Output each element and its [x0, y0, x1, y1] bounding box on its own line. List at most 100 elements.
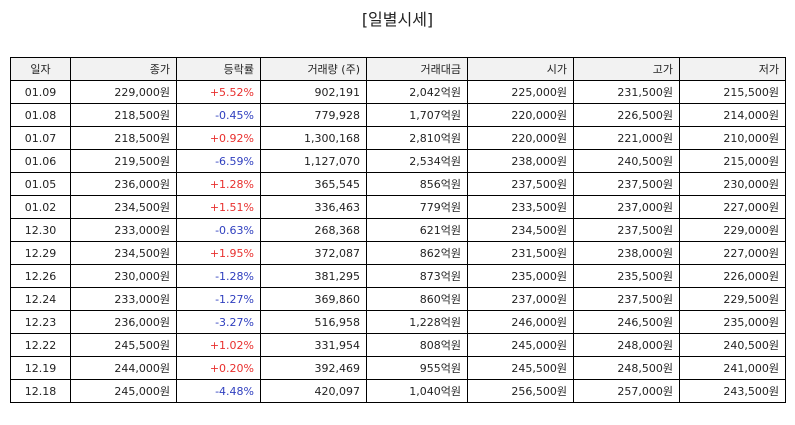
value-cell: 240,500원 [573, 149, 680, 173]
value-cell: 2,534억원 [366, 149, 468, 173]
value-cell: 214,000원 [679, 103, 786, 127]
value-cell: -1.28% [176, 264, 261, 288]
page-title: [일별시세] [361, 10, 434, 29]
data-row: 12.22 245,500원 +1.02% 331,954 808억원 245,000원 2… [10, 333, 786, 357]
value-cell: 372,087 [260, 241, 367, 265]
value-cell: 268,368 [260, 218, 367, 242]
date-cell: 01.02 [10, 195, 71, 219]
value-cell: 225,000원 [467, 80, 574, 104]
value-cell: 779,928 [260, 103, 367, 127]
value-cell: 246,500원 [573, 310, 680, 334]
value-cell: -1.27% [176, 287, 261, 311]
date-cell: 12.24 [10, 287, 71, 311]
data-row: 12.19 244,000원 +0.20% 392,469 955억원 245,500원 2… [10, 356, 786, 380]
value-cell: -3.27% [176, 310, 261, 334]
value-cell: +1.51% [176, 195, 261, 219]
value-cell: 856억원 [366, 172, 468, 196]
value-cell: 218,500원 [70, 103, 177, 127]
date-cell: 01.05 [10, 172, 71, 196]
column-header: 거래량 (주) [260, 57, 367, 81]
data-row: 01.05 236,000원 +1.28% 365,545 856억원 237,500원 2… [10, 172, 786, 196]
date-cell: 12.22 [10, 333, 71, 357]
value-cell: 215,000원 [679, 149, 786, 173]
date-cell: 12.18 [10, 379, 71, 403]
value-cell: 246,000원 [467, 310, 574, 334]
value-cell: 238,000원 [573, 241, 680, 265]
value-cell: 369,860 [260, 287, 367, 311]
value-cell: 808억원 [366, 333, 468, 357]
value-cell: 392,469 [260, 356, 367, 380]
value-cell: 237,500원 [573, 218, 680, 242]
value-cell: 516,958 [260, 310, 367, 334]
value-cell: 245,000원 [467, 333, 574, 357]
value-cell: 621억원 [366, 218, 468, 242]
value-cell: 248,000원 [573, 333, 680, 357]
value-cell: 210,000원 [679, 126, 786, 150]
value-cell: 331,954 [260, 333, 367, 357]
value-cell: 1,707억원 [366, 103, 468, 127]
value-cell: 244,000원 [70, 356, 177, 380]
column-header: 일자 [10, 57, 71, 81]
value-cell: 1,300,168 [260, 126, 367, 150]
value-cell: 238,000원 [467, 149, 574, 173]
value-cell: 233,500원 [467, 195, 574, 219]
column-header: 종가 [70, 57, 177, 81]
value-cell: 860억원 [366, 287, 468, 311]
value-cell: 420,097 [260, 379, 367, 403]
date-cell: 12.29 [10, 241, 71, 265]
value-cell: 365,545 [260, 172, 367, 196]
value-cell: 234,500원 [70, 241, 177, 265]
value-cell: 220,000원 [467, 126, 574, 150]
value-cell: 227,000원 [679, 195, 786, 219]
value-cell: 229,500원 [679, 287, 786, 311]
value-cell: +1.28% [176, 172, 261, 196]
value-cell: 779억원 [366, 195, 468, 219]
value-cell: 245,500원 [70, 333, 177, 357]
value-cell: 245,500원 [467, 356, 574, 380]
value-cell: 248,500원 [573, 356, 680, 380]
date-cell: 12.23 [10, 310, 71, 334]
data-row: 01.02 234,500원 +1.51% 336,463 779억원 233,500원 2… [10, 195, 786, 219]
header-row: 일자 종가 등락률 거래량 (주) 거래대금 시가 고가 저가 [10, 57, 786, 81]
value-cell: -0.45% [176, 103, 261, 127]
value-cell: 233,000원 [70, 287, 177, 311]
value-cell: 236,000원 [70, 310, 177, 334]
value-cell: 220,000원 [467, 103, 574, 127]
date-cell: 01.08 [10, 103, 71, 127]
value-cell: 219,500원 [70, 149, 177, 173]
value-cell: +5.52% [176, 80, 261, 104]
value-cell: 243,500원 [679, 379, 786, 403]
value-cell: 902,191 [260, 80, 367, 104]
value-cell: 235,000원 [679, 310, 786, 334]
value-cell: 229,000원 [679, 218, 786, 242]
price-table: 일자 종가 등락률 거래량 (주) 거래대금 시가 고가 저가 01.09 229,000원 +5… [10, 57, 786, 403]
value-cell: 231,500원 [573, 80, 680, 104]
column-header: 고가 [573, 57, 680, 81]
data-row: 12.23 236,000원 -3.27% 516,958 1,228억원 246,000… [10, 310, 786, 334]
value-cell: +1.02% [176, 333, 261, 357]
value-cell: -6.59% [176, 149, 261, 173]
value-cell: 2,042억원 [366, 80, 468, 104]
value-cell: 237,500원 [467, 172, 574, 196]
value-cell: 229,000원 [70, 80, 177, 104]
value-cell: 235,000원 [467, 264, 574, 288]
data-row: 12.30 233,000원 -0.63% 268,368 621억원 234,500원 2… [10, 218, 786, 242]
value-cell: 240,500원 [679, 333, 786, 357]
value-cell: 234,500원 [70, 195, 177, 219]
value-cell: 237,000원 [467, 287, 574, 311]
value-cell: 1,040억원 [366, 379, 468, 403]
column-header: 등락률 [176, 57, 261, 81]
value-cell: 256,500원 [467, 379, 574, 403]
value-cell: 1,228억원 [366, 310, 468, 334]
column-header: 거래대금 [366, 57, 468, 81]
date-cell: 01.09 [10, 80, 71, 104]
data-row: 12.26 230,000원 -1.28% 381,295 873억원 235,000원 2… [10, 264, 786, 288]
value-cell: 241,000원 [679, 356, 786, 380]
value-cell: 227,000원 [679, 241, 786, 265]
value-cell: 237,500원 [573, 287, 680, 311]
date-cell: 01.07 [10, 126, 71, 150]
column-header: 저가 [679, 57, 786, 81]
value-cell: +0.92% [176, 126, 261, 150]
data-row: 12.29 234,500원 +1.95% 372,087 862억원 231,500원 2… [10, 241, 786, 265]
value-cell: 234,500원 [467, 218, 574, 242]
